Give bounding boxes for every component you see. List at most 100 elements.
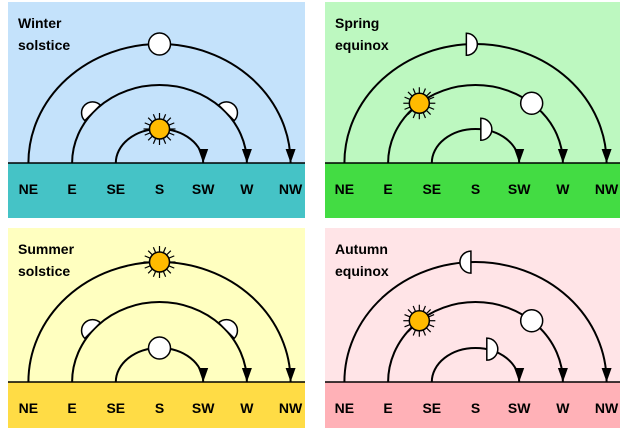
sun-ray: [168, 255, 175, 259]
direction-label: W: [240, 181, 254, 197]
direction-label: W: [556, 181, 570, 197]
sun-ray: [422, 88, 426, 95]
sun-ray: [422, 329, 426, 336]
sun-ray: [162, 113, 167, 120]
sun-ray: [168, 132, 175, 136]
half-moon: [465, 32, 479, 57]
sun-ray: [428, 96, 435, 100]
panel-title: Spring: [335, 15, 379, 31]
half-moon: [486, 337, 499, 361]
sun-ray: [407, 327, 413, 333]
direction-label: W: [556, 400, 570, 416]
half-moon: [217, 101, 239, 122]
sun-ray: [144, 132, 151, 136]
arrowhead: [198, 368, 209, 382]
arrowhead: [601, 149, 612, 163]
sun: [143, 113, 176, 145]
panel: NE E SE S SW W NW Spring equinox: [325, 2, 620, 218]
sun-ray: [407, 109, 413, 115]
arc: [430, 347, 521, 383]
sun-ray: [428, 323, 435, 328]
panel-title: equinox: [335, 263, 389, 279]
arrowhead: [557, 149, 568, 163]
arrowhead: [514, 149, 525, 163]
arc: [430, 128, 521, 164]
direction-label: NE: [19, 181, 38, 197]
sun-ray: [168, 265, 175, 269]
arrowhead: [285, 149, 296, 163]
sun-ray: [412, 329, 417, 336]
half-moon: [217, 318, 239, 340]
sun-ray: [152, 246, 157, 253]
direction-label: NW: [279, 400, 303, 416]
direction-label: S: [155, 181, 164, 197]
sun-disc: [148, 251, 171, 273]
sun-ray: [166, 268, 172, 274]
direction-label: S: [155, 400, 164, 416]
arrowhead: [557, 368, 568, 382]
sun-disc: [408, 92, 431, 114]
direction-label: SE: [422, 181, 441, 197]
sun-ray: [407, 308, 413, 315]
direction-label: S: [471, 181, 480, 197]
direction-label: SW: [508, 181, 531, 197]
sun-ray: [152, 138, 157, 145]
sun-ray: [404, 314, 411, 318]
sun-ray: [412, 112, 417, 119]
sun-ray: [147, 250, 153, 256]
sun-disc: [408, 309, 431, 332]
sun-ray: [422, 112, 426, 119]
panel: NE E SE S SW W NW Autumn equinox: [325, 228, 620, 428]
sun-ray: [168, 122, 175, 126]
direction-label: E: [67, 181, 76, 197]
arrowhead: [601, 368, 612, 382]
sun-ray: [422, 305, 426, 312]
panel-title: Summer: [18, 241, 75, 257]
sun: [403, 87, 436, 120]
sun-ray: [404, 323, 411, 328]
half-moon: [459, 250, 472, 274]
arrowhead: [285, 368, 296, 382]
panel: NE E SE S SW W NW Summer solstice: [8, 228, 305, 428]
direction-label: E: [67, 400, 76, 416]
direction-label: NE: [19, 400, 38, 416]
arrowhead: [241, 149, 252, 163]
full-moon: [519, 91, 544, 115]
ground: [8, 163, 305, 218]
panel-title: equinox: [335, 37, 389, 53]
sun-ray: [404, 106, 411, 110]
sun-ray: [407, 91, 413, 97]
direction-label: NE: [335, 181, 354, 197]
direction-label: SE: [106, 400, 125, 416]
sun-ray: [162, 138, 167, 145]
sun-ray: [147, 117, 153, 123]
sun-ray: [404, 96, 411, 100]
direction-label: SE: [106, 181, 125, 197]
sun-ray: [166, 117, 172, 123]
direction-label: SE: [422, 400, 441, 416]
direction-label: E: [383, 181, 392, 197]
direction-label: NW: [595, 181, 619, 197]
arc: [343, 261, 608, 383]
sun-ray: [162, 271, 167, 278]
full-moon: [519, 308, 544, 333]
direction-label: SW: [192, 181, 215, 197]
panel-title: solstice: [18, 37, 70, 53]
direction-label: W: [240, 400, 254, 416]
arrowhead: [241, 368, 252, 382]
sun-ray: [144, 122, 151, 126]
sun-ray: [152, 271, 157, 278]
sun-ray: [412, 88, 417, 95]
sun-disc: [148, 118, 171, 140]
arrowhead: [198, 149, 209, 163]
sun-ray: [152, 113, 157, 120]
full-moon: [147, 336, 172, 360]
panel-title: Winter: [18, 15, 62, 31]
sun: [143, 246, 176, 278]
arc: [387, 301, 564, 383]
half-moon: [80, 101, 102, 122]
sun-ray: [425, 91, 432, 97]
direction-label: S: [471, 400, 480, 416]
ground: [8, 382, 305, 428]
